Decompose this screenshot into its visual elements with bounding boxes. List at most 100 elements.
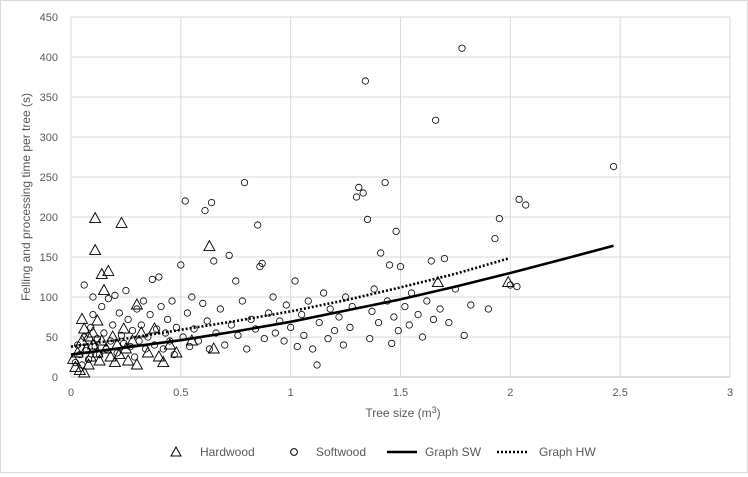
legend-label-hardwood: Hardwood bbox=[200, 445, 255, 459]
softwood-point bbox=[467, 301, 475, 309]
gridlines bbox=[70, 16, 731, 378]
softwood-point bbox=[355, 183, 363, 191]
softwood-point bbox=[271, 329, 279, 337]
softwood-point bbox=[207, 199, 216, 207]
softwood-point bbox=[269, 293, 277, 301]
softwood-point bbox=[258, 259, 266, 267]
softwood-point bbox=[210, 257, 218, 265]
softwood-point bbox=[506, 281, 514, 289]
legend-item-graph-hw: Graph HW bbox=[497, 445, 596, 459]
softwood-point bbox=[80, 333, 88, 341]
softwood-point bbox=[100, 329, 108, 337]
hardwood-point bbox=[501, 275, 515, 288]
legend-label-graph-sw: Graph SW bbox=[425, 445, 482, 459]
softwood-point bbox=[243, 345, 251, 353]
softwood-point bbox=[385, 261, 394, 269]
trend-lines bbox=[70, 244, 614, 356]
softwood-point bbox=[159, 345, 167, 353]
hardwood-point bbox=[152, 350, 166, 362]
softwood-point bbox=[148, 275, 156, 283]
softwood-point bbox=[394, 326, 402, 335]
hardwood-point bbox=[95, 267, 109, 280]
softwood-point bbox=[405, 321, 413, 329]
legend-item-softwood: Softwood bbox=[290, 445, 366, 459]
softwood-point bbox=[139, 297, 148, 305]
legend-label-graph-hw: Graph HW bbox=[539, 445, 596, 459]
softwood-point bbox=[304, 297, 312, 305]
hardwood-point bbox=[156, 355, 170, 368]
softwood-point bbox=[363, 215, 372, 223]
softwood-point bbox=[366, 334, 374, 343]
softwood-point bbox=[390, 313, 398, 321]
softwood-point bbox=[234, 331, 242, 339]
softwood-point bbox=[326, 305, 334, 313]
hardwood-point bbox=[102, 264, 115, 276]
softwood-point bbox=[128, 326, 137, 335]
softwood-point bbox=[153, 325, 161, 333]
softwood-point bbox=[359, 189, 367, 197]
softwood-point bbox=[368, 307, 376, 315]
softwood-point bbox=[335, 313, 343, 321]
x-tick-label: 3 bbox=[727, 387, 733, 399]
x-axis-label-superscript: 3 bbox=[432, 405, 437, 415]
softwood-point bbox=[445, 318, 453, 327]
softwood-point bbox=[330, 326, 339, 335]
hardwood-point bbox=[88, 243, 102, 256]
softwood-point bbox=[361, 77, 369, 85]
y-tick-label: 0 bbox=[52, 372, 58, 384]
x-tick-label: 0.5 bbox=[173, 387, 188, 399]
x-axis-label-main: Tree size (m bbox=[365, 406, 431, 420]
softwood-point bbox=[309, 345, 317, 353]
hardwood-point bbox=[163, 338, 177, 350]
hardwood-point bbox=[104, 350, 117, 362]
softwood-point bbox=[247, 315, 255, 323]
softwood-point bbox=[341, 293, 350, 301]
softwood-point bbox=[388, 339, 396, 347]
softwood-point bbox=[436, 305, 444, 313]
x-axis-label-close: ) bbox=[437, 406, 441, 420]
softwood-point bbox=[374, 318, 383, 327]
hardwood-point bbox=[126, 334, 139, 346]
softwood-point bbox=[225, 251, 233, 259]
legend-item-graph-sw: Graph SW bbox=[387, 445, 482, 459]
softwood-point bbox=[320, 289, 328, 297]
softwood-point bbox=[216, 305, 224, 313]
hardwood-point bbox=[69, 360, 82, 372]
softwood-point bbox=[89, 310, 97, 319]
softwood-point bbox=[495, 215, 503, 223]
legend-triangle-marker bbox=[170, 445, 182, 457]
softwood-point bbox=[238, 297, 246, 305]
softwood-point bbox=[315, 318, 323, 327]
hardwood-point bbox=[117, 322, 130, 334]
softwood-point bbox=[287, 323, 295, 331]
legend: Hardwood Softwood Graph SW Graph HW bbox=[170, 445, 596, 459]
hardwood-point bbox=[77, 366, 91, 378]
y-tick-label: 400 bbox=[40, 52, 58, 64]
softwood-point bbox=[131, 353, 139, 361]
hardwood-point bbox=[135, 326, 148, 338]
softwood-point bbox=[484, 305, 492, 313]
softwood-point bbox=[87, 323, 95, 331]
softwood-point bbox=[423, 297, 431, 305]
softwood-point bbox=[298, 310, 306, 319]
softwood-point bbox=[71, 358, 79, 367]
softwood-point bbox=[491, 235, 499, 243]
hardwood-point bbox=[113, 347, 126, 360]
softwood-point bbox=[227, 321, 235, 329]
softwood-point bbox=[80, 281, 88, 289]
softwood-point bbox=[201, 207, 209, 215]
y-tick-labels: 0 50 100 150 200 250 300 350 400 450 bbox=[40, 12, 58, 384]
softwood-point bbox=[522, 201, 530, 209]
hardwood-point bbox=[97, 283, 111, 296]
softwood-point bbox=[346, 323, 354, 331]
softwood-point bbox=[396, 262, 405, 271]
softwood-point bbox=[377, 249, 385, 257]
x-tick-label: 2.5 bbox=[613, 387, 628, 399]
softwood-point bbox=[177, 261, 185, 269]
softwood-point bbox=[181, 197, 189, 205]
softwood-point bbox=[183, 309, 192, 317]
softwood-point bbox=[458, 44, 466, 52]
softwood-point bbox=[609, 163, 618, 171]
softwood-point bbox=[370, 285, 378, 293]
